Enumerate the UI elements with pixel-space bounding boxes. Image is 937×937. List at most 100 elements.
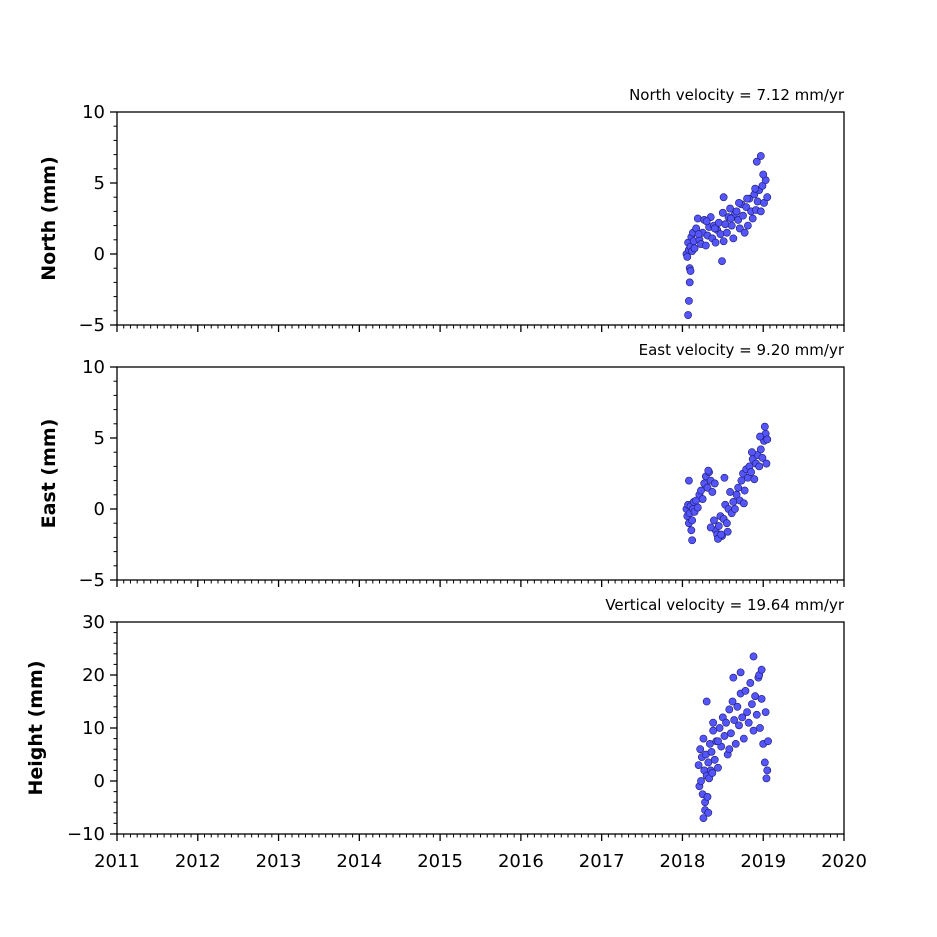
- height-data-point: [707, 747, 716, 756]
- east-data-point: [756, 432, 764, 441]
- north-data-point: [742, 203, 751, 212]
- east-data-point: [734, 483, 743, 492]
- x-tick-label: 2020: [821, 851, 867, 872]
- height-data-point: [696, 745, 705, 754]
- height-data-point: [708, 769, 717, 777]
- height-data-point: [746, 679, 755, 687]
- east-data-point: [698, 495, 707, 503]
- x-tick-label: 2019: [740, 851, 786, 872]
- east-data-point: [755, 462, 764, 471]
- height-data-point: [704, 758, 713, 767]
- height-data-point: [739, 734, 748, 743]
- east-data-point: [748, 448, 756, 457]
- north-data-point: [719, 237, 728, 246]
- height-data-point: [727, 729, 735, 738]
- height-axis-title: Height (mm): [25, 660, 47, 795]
- east-data-point: [693, 503, 702, 512]
- height-data-point: [749, 726, 758, 735]
- north-data-point: [690, 244, 699, 253]
- north-y-tick-label: 0: [94, 244, 105, 265]
- height-data-point: [744, 718, 753, 727]
- north-data-point: [702, 217, 711, 226]
- height-data-point: [748, 700, 756, 709]
- north-data-point: [743, 194, 751, 203]
- x-tick-label: 2014: [336, 851, 382, 872]
- east-data-point: [703, 483, 712, 492]
- height-data-point: [763, 766, 772, 775]
- east-data-point: [729, 497, 738, 506]
- east-data-point: [760, 422, 769, 431]
- east-axis-title: East (mm): [38, 419, 60, 529]
- height-data-point: [751, 692, 760, 701]
- north-axis-title: North (mm): [38, 156, 60, 281]
- height-data-point: [761, 708, 770, 716]
- north-data-point: [711, 238, 720, 247]
- height-data-point: [733, 702, 742, 711]
- east-data-point: [740, 486, 749, 495]
- north-data-point: [727, 214, 735, 223]
- height-y-tick-label: 30: [82, 612, 105, 633]
- east-y-tick-label: 5: [94, 428, 105, 449]
- east-y-tick-label: 0: [94, 499, 105, 520]
- east-data-point: [737, 476, 746, 485]
- height-data-point: [738, 713, 747, 722]
- north-data-point: [740, 228, 749, 237]
- north-data-point: [756, 152, 765, 160]
- east-data-point: [758, 453, 767, 462]
- height-data-point: [762, 774, 771, 783]
- east-data-point: [726, 488, 735, 496]
- height-data-point: [731, 740, 740, 748]
- north-data-point: [684, 311, 692, 319]
- east-data-point: [688, 536, 697, 545]
- north-data-point: [734, 216, 743, 224]
- height-data-point: [729, 673, 738, 682]
- east-data-point: [688, 516, 697, 525]
- east-data-point: [714, 522, 723, 530]
- x-tick-label: 2018: [660, 851, 706, 872]
- height-y-tick-label: 0: [94, 771, 105, 792]
- north-y-tick-label: 10: [82, 102, 105, 123]
- east-data-point: [762, 459, 771, 468]
- height-data-point: [736, 668, 745, 677]
- height-data-point: [699, 814, 708, 822]
- height-panel: Vertical velocity = 19.64 mm/yr Height (…: [25, 596, 867, 872]
- north-data-point: [721, 220, 730, 229]
- height-data-point: [728, 697, 737, 706]
- east-data-point: [720, 473, 729, 482]
- north-y-tick-label: −5: [78, 315, 105, 336]
- north-panel: North velocity = 7.12 mm/yr North (mm) 1…: [38, 86, 845, 336]
- north-data-point: [727, 221, 736, 230]
- height-data-point: [694, 761, 703, 769]
- north-data-point: [743, 221, 752, 230]
- height-y-tick-label: 10: [82, 718, 105, 739]
- height-data-point: [764, 737, 772, 746]
- east-velocity-label: East velocity = 9.20 mm/yr: [639, 341, 845, 359]
- x-tick-label: 2013: [256, 851, 302, 872]
- north-data-point: [748, 214, 757, 223]
- height-data-point: [725, 745, 734, 754]
- height-data-point: [757, 694, 766, 703]
- east-data-point: [763, 435, 772, 444]
- east-data-point: [685, 476, 693, 485]
- height-plot-frame: [116, 621, 845, 835]
- north-data-point: [726, 204, 735, 213]
- height-data-point: [756, 724, 764, 732]
- east-data-point: [750, 475, 759, 484]
- north-data-point: [683, 252, 692, 261]
- height-data-point: [741, 687, 750, 695]
- height-y-tick-label: −10: [67, 824, 105, 845]
- north-data-point: [763, 193, 772, 202]
- east-data-point: [708, 488, 717, 496]
- east-data-point: [756, 445, 765, 454]
- east-data-point: [710, 516, 718, 525]
- x-tick-label: 2017: [579, 851, 625, 872]
- north-data-point: [718, 208, 727, 217]
- north-data-point: [685, 278, 694, 287]
- east-data-point: [687, 526, 696, 535]
- east-y-tick-label: 10: [82, 357, 105, 378]
- north-data-point: [693, 214, 702, 223]
- height-y-tick-label: 20: [82, 665, 105, 686]
- east-data-point: [731, 505, 739, 513]
- north-data-point: [751, 184, 760, 193]
